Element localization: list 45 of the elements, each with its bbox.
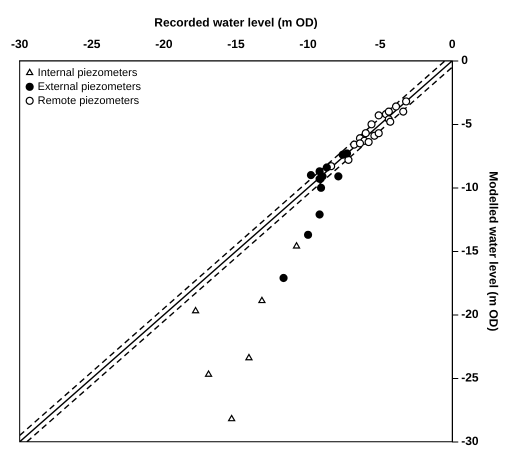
point [316, 184, 326, 192]
point [306, 171, 316, 180]
x-tick-label: -25 [83, 36, 101, 51]
point [279, 274, 288, 282]
point [304, 230, 312, 239]
y-tick-label: -5 [461, 116, 472, 131]
point [374, 111, 383, 120]
y-tick-label: 0 [461, 53, 468, 68]
point [292, 242, 300, 249]
point [367, 120, 376, 128]
legend-label: Remote piezometers [38, 94, 140, 107]
legend-label: Internal piezometers [38, 66, 138, 79]
x-tick-label: -15 [227, 36, 245, 51]
y-tick-label: -10 [461, 180, 479, 194]
legend-label: External piezometers [38, 80, 142, 93]
x-tick-label: 0 [448, 36, 456, 51]
point [364, 138, 373, 146]
y-tick-label: -30 [461, 434, 479, 448]
point [315, 174, 324, 184]
point [258, 296, 266, 304]
y-axis-title: Modelled water level (m OD) [486, 171, 500, 332]
point [402, 97, 410, 106]
point [204, 370, 212, 377]
point [192, 306, 200, 314]
point [228, 414, 236, 422]
point [322, 163, 331, 172]
point [362, 129, 370, 138]
point [344, 156, 353, 164]
x-tick-label: -10 [299, 36, 318, 51]
point [356, 139, 364, 148]
x-tick-label: -20 [155, 36, 173, 51]
point [374, 129, 383, 138]
point [315, 210, 324, 219]
point [399, 108, 408, 116]
y-tick-label: -15 [461, 244, 479, 258]
y-tick-label: -20 [461, 307, 479, 322]
point [386, 118, 394, 126]
point [384, 108, 393, 116]
x-axis-title: Recorded water level (m OD) [154, 16, 318, 30]
point [334, 172, 342, 180]
x-tick-label: -30 [11, 36, 29, 51]
x-tick-label: -5 [374, 36, 386, 51]
y-tick-label: -25 [461, 370, 479, 385]
point [392, 102, 400, 111]
point [245, 354, 253, 360]
